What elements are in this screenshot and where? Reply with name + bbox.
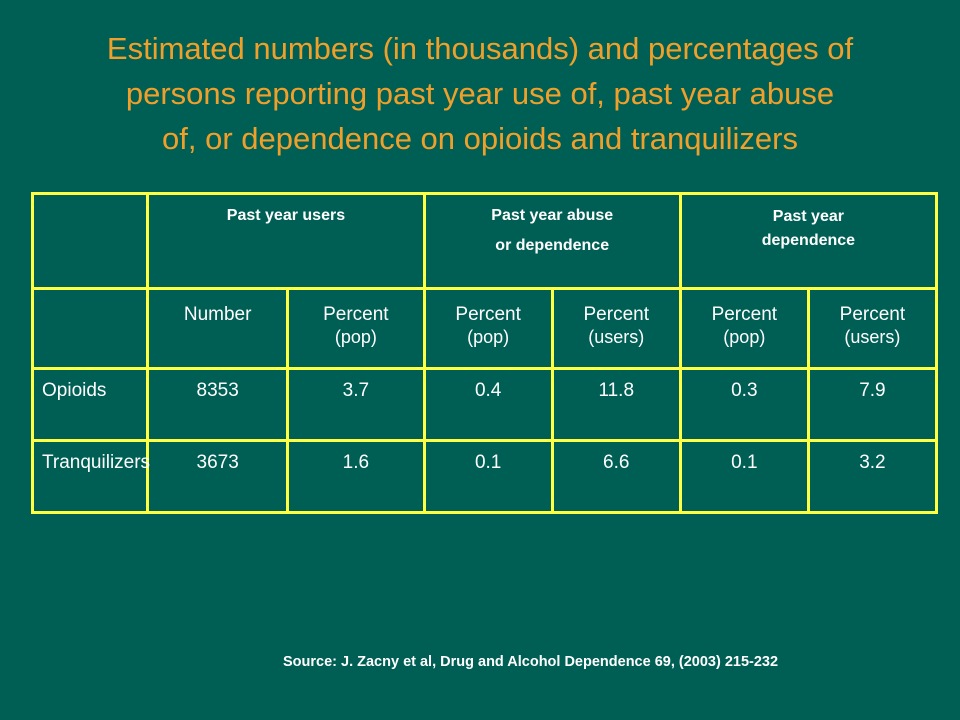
row-label: Opioids bbox=[30, 367, 150, 443]
group-abuse-line-1: Past year abuse bbox=[491, 207, 614, 224]
table-row-tranquilizers: Tranquilizers 3673 1.6 0.1 6.6 0.1 3.2 bbox=[30, 439, 939, 514]
table-cell: 3.2 bbox=[806, 439, 939, 514]
column-header-line-1: Percent bbox=[839, 304, 906, 326]
table-cell: 3.7 bbox=[286, 367, 426, 443]
table-cell: 7.9 bbox=[806, 367, 939, 443]
column-header-line-2: (users) bbox=[844, 327, 901, 348]
group-header-users: Past year users bbox=[146, 191, 426, 291]
data-table: Past year users Past year abuse or depen… bbox=[30, 191, 939, 514]
column-header-line-1: Percent bbox=[583, 304, 649, 326]
table-cell: 0.1 bbox=[678, 439, 810, 514]
column-header-line-1: Percent bbox=[323, 304, 389, 326]
group-header-abuse: Past year abuse or dependence bbox=[422, 191, 682, 291]
table-cell: 11.8 bbox=[550, 367, 682, 443]
title-line-2: persons reporting past year use of, past… bbox=[125, 76, 835, 111]
title-line-3: of, or dependence on opioids and tranqui… bbox=[162, 121, 798, 156]
title-line-1: Estimated numbers (in thousands) and per… bbox=[106, 31, 854, 66]
row-label: Tranquilizers bbox=[30, 439, 150, 514]
column-header-line-2: (pop) bbox=[334, 327, 377, 348]
group-users-label: Past year users bbox=[226, 207, 346, 224]
source-citation: Source: J. Zacny et al, Drug and Alcohol… bbox=[283, 654, 779, 670]
column-header: Percent (pop) bbox=[286, 287, 426, 371]
column-header-line-2: (pop) bbox=[723, 327, 766, 348]
column-header-line-2: (users) bbox=[588, 327, 645, 348]
table-cell: 0.1 bbox=[422, 439, 554, 514]
column-header-line-1: Percent bbox=[711, 304, 778, 326]
slide-title: Estimated numbers (in thousands) and per… bbox=[20, 26, 940, 161]
corner-cell bbox=[30, 191, 150, 291]
row-label-header bbox=[30, 287, 150, 371]
column-header: Percent (users) bbox=[806, 287, 939, 371]
group-dependence-line-1: Past year bbox=[772, 208, 844, 225]
table-cell: 0.3 bbox=[678, 367, 810, 443]
group-abuse-line-2: or dependence bbox=[495, 237, 610, 254]
column-header-line-1: Number bbox=[183, 304, 252, 326]
group-dependence-line-2: dependence bbox=[761, 232, 856, 249]
column-header-line-2: (pop) bbox=[467, 327, 510, 348]
column-header-row: Number Percent (pop) Percent (pop) Percent… bbox=[30, 287, 939, 371]
column-header: Percent (pop) bbox=[422, 287, 554, 371]
column-header: Percent (users) bbox=[550, 287, 682, 371]
table-cell: 6.6 bbox=[550, 439, 682, 514]
table-cell: 0.4 bbox=[422, 367, 554, 443]
group-header-dependence: Past year dependence bbox=[678, 191, 939, 291]
column-header: Percent (pop) bbox=[678, 287, 810, 371]
table-cell: 3673 bbox=[146, 439, 290, 514]
table-row-opioids: Opioids 8353 3.7 0.4 11.8 0.3 7.9 bbox=[30, 367, 939, 443]
group-header-row: Past year users Past year abuse or depen… bbox=[30, 191, 939, 291]
column-header: Number bbox=[146, 287, 290, 371]
table-cell: 8353 bbox=[146, 367, 290, 443]
column-header-line-1: Percent bbox=[455, 304, 521, 326]
table-cell: 1.6 bbox=[286, 439, 426, 514]
